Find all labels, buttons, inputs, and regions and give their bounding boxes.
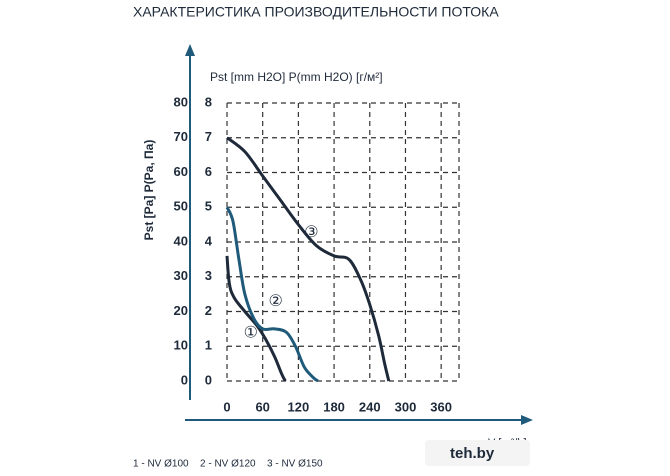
y2-tick-label: 5 [205, 199, 212, 214]
y-tick-label: 40 [174, 233, 188, 248]
x-tick-label: 0 [223, 399, 230, 414]
y2-tick-label: 7 [205, 129, 212, 144]
y-tick-label: 20 [174, 303, 188, 318]
series-label: ③ [304, 224, 318, 241]
series-label: ② [269, 293, 283, 310]
x-tick-label: 240 [359, 399, 381, 414]
legend-entry: 2 - NV Ø120 [200, 459, 256, 470]
y2-tick-label: 0 [205, 372, 212, 387]
y2-tick-label: 4 [205, 233, 213, 248]
y2-tick-label: 1 [205, 338, 212, 353]
y-tick-label: 30 [174, 268, 188, 283]
y-axis-arrow [185, 44, 195, 56]
y-tick-label: 10 [174, 338, 188, 353]
y2-tick-label: 6 [205, 164, 212, 179]
y2-axis-title: Pst [mm H2O] P(mm H2O) [г/м²] [210, 70, 383, 84]
y-tick-label: 70 [174, 129, 188, 144]
legend-entry: 3 - NV Ø150 [267, 459, 323, 470]
series-line [225, 255, 287, 382]
x-tick-label: 60 [255, 399, 269, 414]
x-tick-label: 180 [323, 399, 345, 414]
series-line [226, 136, 391, 382]
x-tick-label: 360 [430, 399, 452, 414]
y2-tick-label: 2 [205, 303, 212, 318]
y-tick-label: 50 [174, 199, 188, 214]
y-tick-label: 60 [174, 164, 188, 179]
y-tick-label: 0 [181, 372, 188, 387]
watermark: teh.by [450, 445, 495, 462]
y-axis-title: Pst [Pa] P(Pa, Па) [142, 140, 156, 241]
legend-entry: 1 - NV Ø100 [133, 459, 189, 470]
chart-title: ХАРАКТЕРИСТИКА ПРОИЗВОДИТЕЛЬНОСТИ ПОТОКА [133, 4, 499, 20]
x-tick-label: 300 [395, 399, 417, 414]
watermark-box [425, 440, 530, 466]
x-tick-label: 120 [288, 399, 310, 414]
y-tick-label: 80 [174, 94, 188, 109]
series-label: ① [244, 325, 258, 342]
y2-tick-label: 8 [205, 94, 212, 109]
y2-tick-label: 3 [205, 268, 212, 283]
x-axis-arrow [521, 415, 533, 425]
legend: 1 - NV Ø100 2 - NV Ø120 3 - NV Ø150 [133, 459, 323, 470]
series-line [225, 206, 319, 383]
